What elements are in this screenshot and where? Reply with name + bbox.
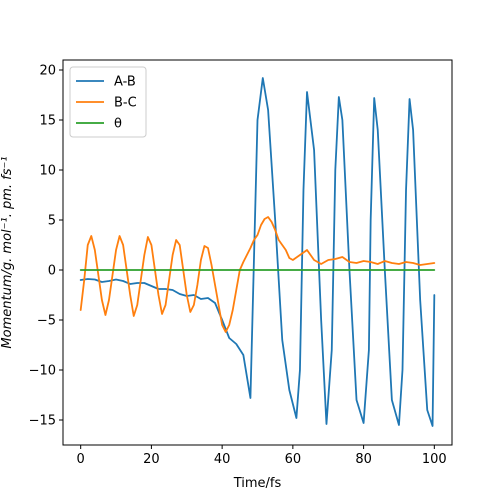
x-tick-label: 0 (77, 452, 85, 467)
y-tick-label: 15 (39, 114, 56, 129)
legend-label: A-B (114, 75, 136, 90)
legend-label: θ (114, 117, 122, 132)
axes-border (62, 59, 453, 446)
x-tick-label: 40 (214, 452, 231, 467)
y-tick-label: −5 (37, 314, 56, 329)
y-tick-label: −10 (29, 364, 56, 379)
y-tick-label: 5 (48, 214, 56, 229)
y-tick-label: 0 (48, 264, 56, 279)
y-tick-label: −15 (29, 414, 56, 429)
series-line-2 (79, 216, 436, 333)
legend: A-B B-C θ (69, 66, 147, 138)
series-line-1 (79, 77, 436, 427)
x-ticks: 0 20 40 60 80 100 (77, 445, 447, 467)
legend-label: B-C (114, 96, 137, 111)
x-tick-label: 80 (355, 452, 372, 467)
x-tick-label: 60 (285, 452, 302, 467)
series-group (79, 77, 436, 427)
y-axis-label: Momentum/g. mol⁻¹. pm. fs⁻¹ (0, 156, 15, 348)
x-tick-label: 20 (143, 452, 160, 467)
x-axis-label: Time/fs (233, 476, 282, 491)
legend-box (69, 66, 147, 138)
axes-frame (62, 59, 453, 446)
x-tick-label: 100 (422, 452, 447, 467)
y-tick-label: 20 (39, 64, 56, 79)
y-tick-label: 10 (39, 164, 56, 179)
y-ticks: −15 −10 −5 0 5 10 15 20 (29, 64, 63, 429)
